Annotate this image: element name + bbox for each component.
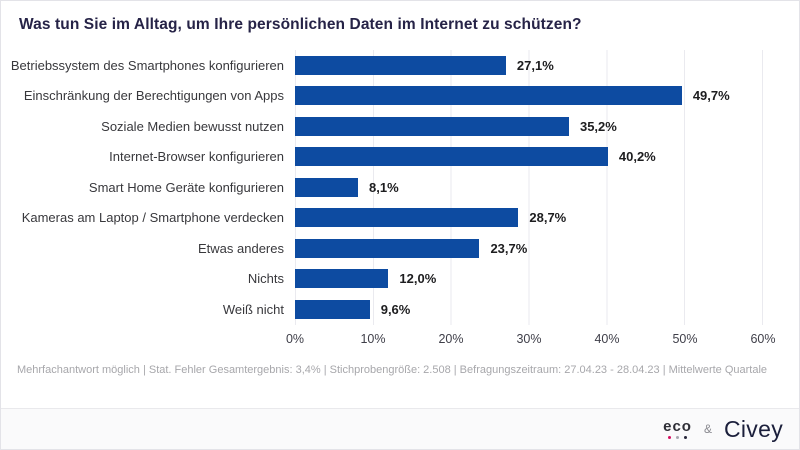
category-label: Nichts <box>247 271 284 287</box>
bar <box>295 55 506 75</box>
bar <box>295 269 389 289</box>
bar-row: 12,0% <box>295 264 762 295</box>
x-tick-label: 20% <box>438 331 464 346</box>
branding-footer: eco & Civey <box>1 408 799 449</box>
category-label: Internet-Browser konfigurieren <box>109 149 284 165</box>
bar-value-label: 8,1% <box>369 179 399 195</box>
x-tick-label: 10% <box>360 331 386 346</box>
category-labels: Betriebssystem des Smartphones konfiguri… <box>1 50 295 349</box>
bar-value-label: 35,2% <box>579 118 617 134</box>
bar <box>295 116 569 136</box>
chart-title: Was tun Sie im Alltag, um Ihre persönlic… <box>19 16 582 33</box>
x-tick-label: 30% <box>516 331 542 346</box>
bar-value-label: 12,0% <box>399 271 437 287</box>
category-label: Kameras am Laptop / Smartphone verdecken <box>21 210 284 226</box>
bar-row: 27,1% <box>295 50 762 81</box>
bar <box>295 208 519 228</box>
category-label: Einschränkung der Berechtigungen von App… <box>23 88 284 104</box>
bar-value-label: 28,7% <box>529 210 567 226</box>
bar-row: 8,1% <box>295 172 762 203</box>
bar <box>295 147 608 167</box>
x-tick-label: 40% <box>594 331 620 346</box>
bar-value-label: 40,2% <box>618 149 656 165</box>
bar-row: 35,2% <box>295 111 762 142</box>
ampersand-separator: & <box>703 422 712 436</box>
plot-area: 27,1% 49,7% 35,2% 40,2% 8,1% 28,7% 23,7%… <box>286 50 776 349</box>
x-tick-label: 50% <box>672 331 698 346</box>
bar-row: 23,7% <box>295 233 762 264</box>
bar-value-label: 27,1% <box>516 57 554 73</box>
bar-rows: 27,1% 49,7% 35,2% 40,2% 8,1% 28,7% 23,7%… <box>295 50 763 325</box>
bar-value-label: 23,7% <box>490 240 528 256</box>
bar <box>295 299 370 319</box>
bar-row: 40,2% <box>295 142 762 173</box>
category-label: Soziale Medien bewusst nutzen <box>101 118 284 134</box>
bar <box>295 238 480 258</box>
category-label: Betriebssystem des Smartphones konfiguri… <box>10 57 284 73</box>
methodology-footnote: Mehrfachantwort möglich | Stat. Fehler G… <box>17 363 768 376</box>
eco-logo-dots-icon <box>668 435 688 439</box>
bar-row: 49,7% <box>295 81 762 112</box>
x-tick-label: 60% <box>750 331 776 346</box>
bar-row: 9,6% <box>295 294 762 325</box>
bar-row: 28,7% <box>295 203 762 234</box>
bar-value-label: 49,7% <box>692 88 730 104</box>
category-label: Weiß nicht <box>222 301 284 317</box>
category-label: Smart Home Geräte konfigurieren <box>88 179 284 195</box>
x-tick-label: 0% <box>285 331 305 346</box>
civey-logo: Civey <box>723 415 783 442</box>
eco-logo: eco <box>663 417 692 439</box>
eco-logo-text: eco <box>663 417 692 435</box>
category-label: Etwas anderes <box>198 240 284 256</box>
bar <box>295 177 359 197</box>
x-axis: 0% 10% 20% 30% 40% 50% 60% <box>286 325 776 349</box>
bar <box>295 86 682 106</box>
bar-chart: Betriebssystem des Smartphones konfiguri… <box>1 50 776 349</box>
bar-value-label: 9,6% <box>380 301 411 317</box>
